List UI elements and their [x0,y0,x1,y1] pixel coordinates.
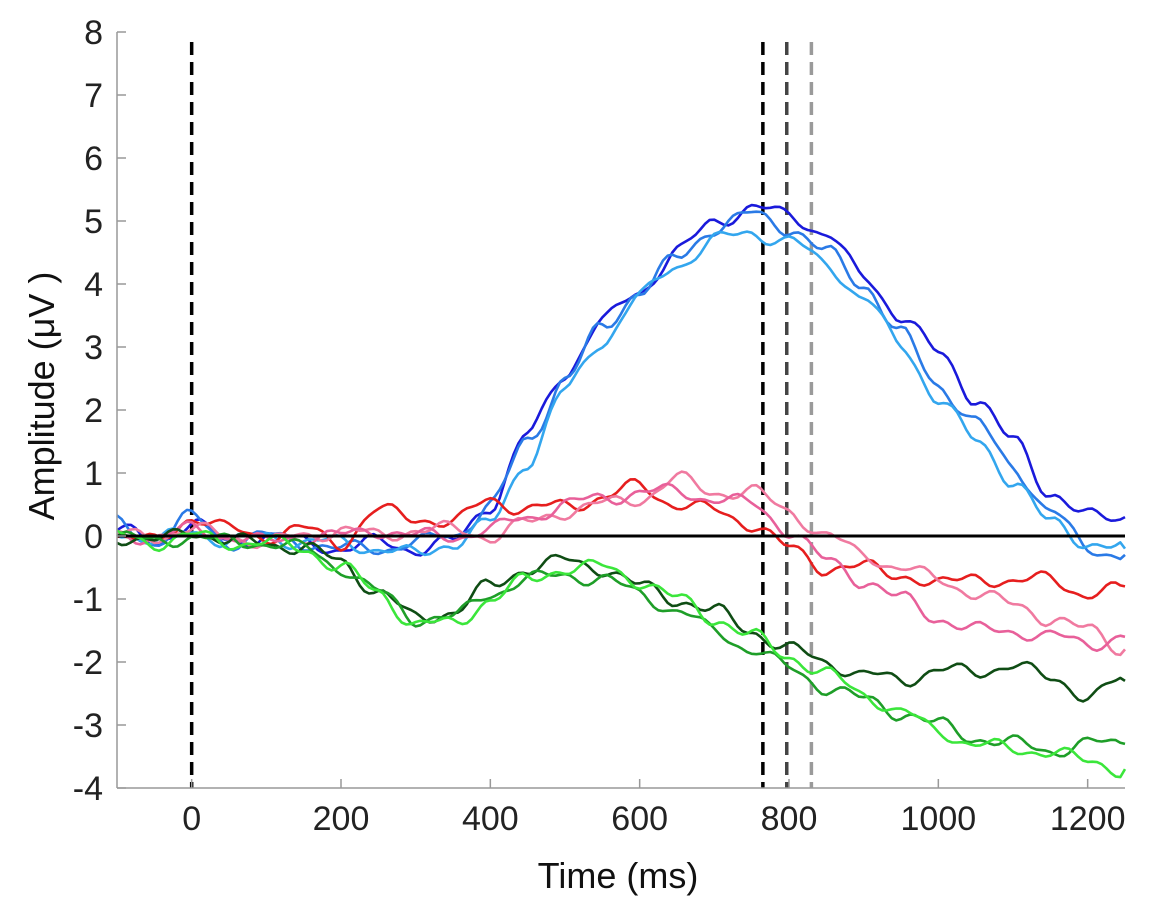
y-tick-label: 8 [84,14,103,52]
y-tick-label: -4 [73,770,103,808]
y-tick-label: 1 [84,455,103,493]
x-tick-label: 200 [313,800,370,838]
x-tick-label: 0 [182,800,201,838]
y-tick-label: 5 [84,203,103,241]
x-tick-label: 1000 [901,800,977,838]
series-line [116,230,1127,557]
x-tick-label: 800 [761,800,818,838]
series-line [116,477,1126,600]
axes [116,31,1125,789]
event-markers [189,42,814,788]
x-tick-label: 400 [462,800,519,838]
y-tick-label: 2 [84,392,103,430]
y-tick-label: 6 [84,140,103,178]
y-tick-label: -1 [73,581,103,619]
series-line [116,527,1126,703]
series-line [116,530,1126,758]
x-tick-label: 600 [611,800,668,838]
y-tick-label: -2 [73,644,103,682]
y-tick-labels: -4 -3 -2 -1 0 1 2 3 4 5 6 7 8 [73,14,103,808]
series-line [116,210,1126,561]
series-layer [116,203,1127,779]
x-axis-title: Time (ms) [538,855,699,896]
y-axis-title: Amplitude (μV ) [21,272,62,521]
x-tick-label: 1200 [1050,800,1126,838]
y-tick-label: 4 [84,266,103,304]
y-tick-label: 3 [84,329,103,367]
series-line [116,470,1126,657]
series-line [116,482,1126,653]
y-tick-label: -3 [73,707,103,745]
x-tick-labels: 0 200 400 600 800 1000 1200 [182,800,1125,838]
y-tick-label: 7 [84,77,103,115]
y-tick-label: 0 [84,518,103,556]
series-line [116,529,1127,779]
